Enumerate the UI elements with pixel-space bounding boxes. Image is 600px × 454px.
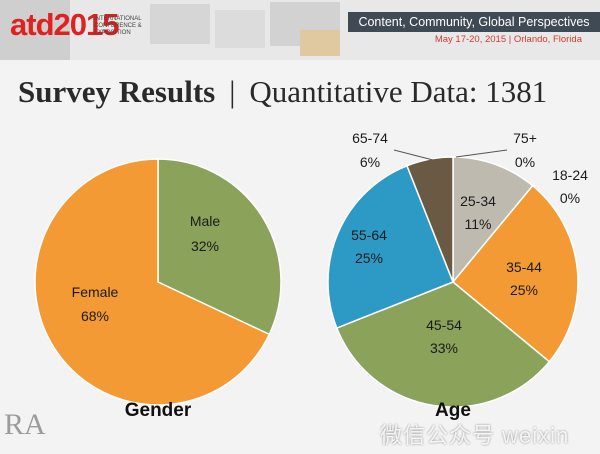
caption-age: Age [435, 400, 471, 421]
slice-label-65-74: 65-74 [352, 130, 388, 146]
slice-label-55-64: 55-64 [351, 227, 387, 243]
slice-value-75+: 0% [515, 154, 535, 170]
pie-age: 75+ 0% 18-24 0% 25-34 11% 35-44 25% 45-54 33% 55-6… [327, 130, 588, 421]
slice-male [157, 158, 282, 336]
slice-label-75+: 75+ [513, 130, 537, 146]
title-main: Survey Results [18, 74, 216, 109]
slice-35-44 [451, 184, 579, 363]
pie-gender: Male 32% Female 68% Gender [34, 158, 282, 421]
conference-banner: atd2015 INTERNATIONAL CONFERENCE & EXPOS… [0, 0, 600, 60]
watermark-site: 微信公众号 weixin [380, 423, 570, 448]
slice-value-25-34: 11% [465, 216, 492, 232]
slice-label-male: Male [190, 213, 221, 229]
slice-label-35-44: 35-44 [506, 259, 542, 275]
slide-title: Survey Results | Quantitative Data: 1381 [18, 74, 547, 110]
slice-value-18-24: 0% [560, 190, 580, 206]
slice-female [34, 158, 271, 406]
tagline-bar: Content, Community, Global Perspectives [348, 12, 600, 32]
logo-subtext: INTERNATIONAL CONFERENCE & EXPOSITION [94, 16, 142, 36]
slice-value-male: 32% [191, 238, 219, 254]
slice-55-64 [327, 164, 454, 329]
slice-value-35-44: 25% [510, 282, 538, 298]
title-subtitle: Quantitative Data: 1381 [249, 74, 548, 109]
leader-line-65-74 [393, 149, 434, 161]
event-info: May 17-20, 2015 | Orlando, Florida [434, 34, 582, 45]
slice-label-18-24: 18-24 [552, 167, 588, 183]
slice-value-55-64: 25% [355, 250, 383, 266]
slice-label-25-34: 25-34 [460, 193, 496, 209]
atd-logo: atd2015 INTERNATIONAL CONFERENCE & EXPOS… [10, 7, 142, 42]
slice-label-45-54: 45-54 [426, 317, 462, 333]
title-separator: | [229, 74, 236, 109]
slice-45-54 [335, 281, 551, 408]
caption-gender: Gender [125, 400, 192, 421]
slice-label-female: Female [72, 284, 119, 300]
slice-value-65-74: 6% [360, 154, 380, 170]
logo-text: atd2015 [10, 7, 119, 42]
slice-value-45-54: 33% [430, 340, 458, 356]
slice-25-34 [452, 156, 534, 285]
slice-value-female: 68% [81, 308, 109, 324]
leader-line-75+ [455, 149, 508, 158]
watermark-logo: RA [4, 408, 46, 441]
